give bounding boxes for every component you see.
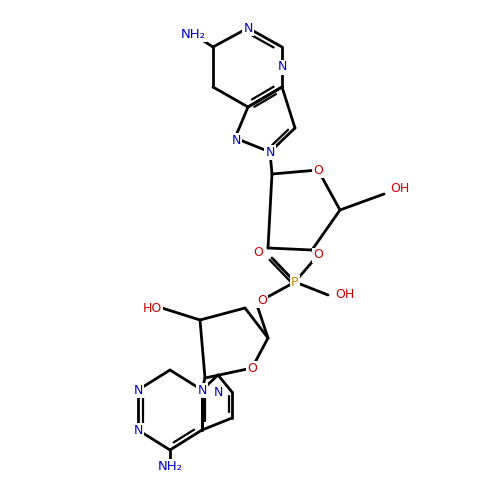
Text: N: N [266,146,274,158]
Text: OH: OH [390,182,409,194]
Text: NH₂: NH₂ [158,460,182,473]
Text: NH₂: NH₂ [180,28,206,40]
Text: P: P [291,276,299,288]
Text: N: N [198,384,206,396]
Text: N: N [134,384,142,396]
Text: N: N [244,22,252,35]
Text: OH: OH [336,288,354,302]
Text: O: O [253,246,263,258]
Text: O: O [257,294,267,306]
Text: O: O [313,164,323,176]
Text: HO: HO [143,302,162,314]
Text: N: N [232,134,240,146]
Text: N: N [278,60,286,74]
Text: O: O [313,248,323,262]
Text: N: N [134,424,142,436]
Text: O: O [247,362,257,374]
Text: N: N [214,386,222,398]
